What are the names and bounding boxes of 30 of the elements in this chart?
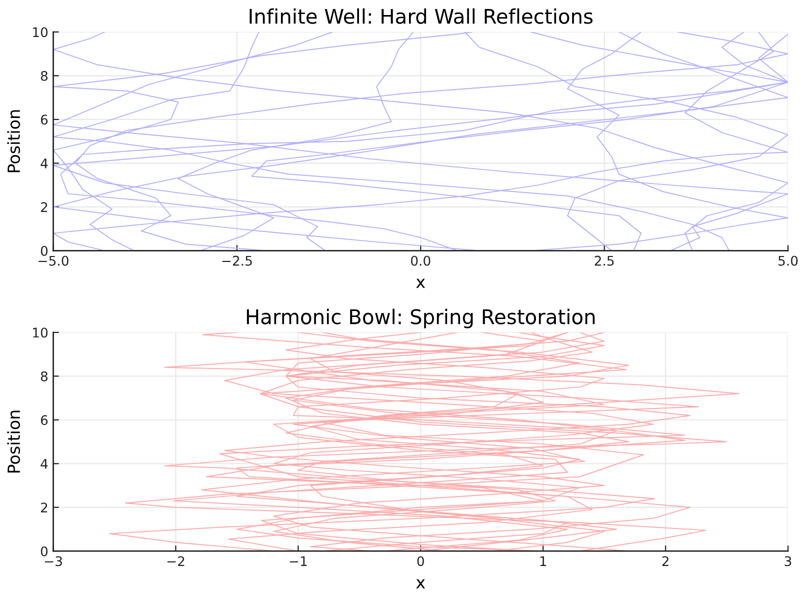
y-tick-label: 6 <box>40 114 48 125</box>
y-tick-label: 2 <box>40 502 48 512</box>
y-tick-label: 10 <box>33 328 48 338</box>
x-tick-label: 2 <box>662 556 668 566</box>
chart-title: Infinite Well: Hard Wall Reflections <box>250 8 593 24</box>
chart-title: Harmonic Bowl: Spring Restoration <box>246 308 595 328</box>
x-tick-label: −5.0 <box>38 256 68 266</box>
x-axis-title: x <box>416 579 426 588</box>
x-tick-label: 2.5 <box>594 256 614 266</box>
y-axis-title: Position <box>7 110 20 172</box>
x-tick-label: −2 <box>167 556 184 566</box>
y-tick-label: 0 <box>40 246 48 256</box>
y-tick-label: 2 <box>40 202 48 212</box>
x-tick-label: 3 <box>784 556 792 566</box>
x-tick-label: 5.0 <box>778 256 798 266</box>
y-tick-label: 8 <box>40 70 48 81</box>
x-tick-label: −1 <box>290 556 307 566</box>
x-axis-title: x <box>416 278 426 288</box>
y-tick-label: 6 <box>40 415 48 426</box>
x-tick-label: 0.0 <box>411 256 430 266</box>
y-tick-label: 4 <box>40 459 48 469</box>
x-tick-label: −2.5 <box>222 256 252 266</box>
y-axis-title: Position <box>7 410 20 473</box>
x-tick-label: 0 <box>417 556 424 566</box>
y-tick-label: 0 <box>40 546 48 556</box>
x-tick-label: −3 <box>44 556 62 566</box>
x-tick-label: 1 <box>540 556 546 566</box>
y-tick-label: 8 <box>40 371 48 382</box>
y-tick-label: 4 <box>40 158 48 168</box>
y-tick-label: 10 <box>33 27 48 38</box>
